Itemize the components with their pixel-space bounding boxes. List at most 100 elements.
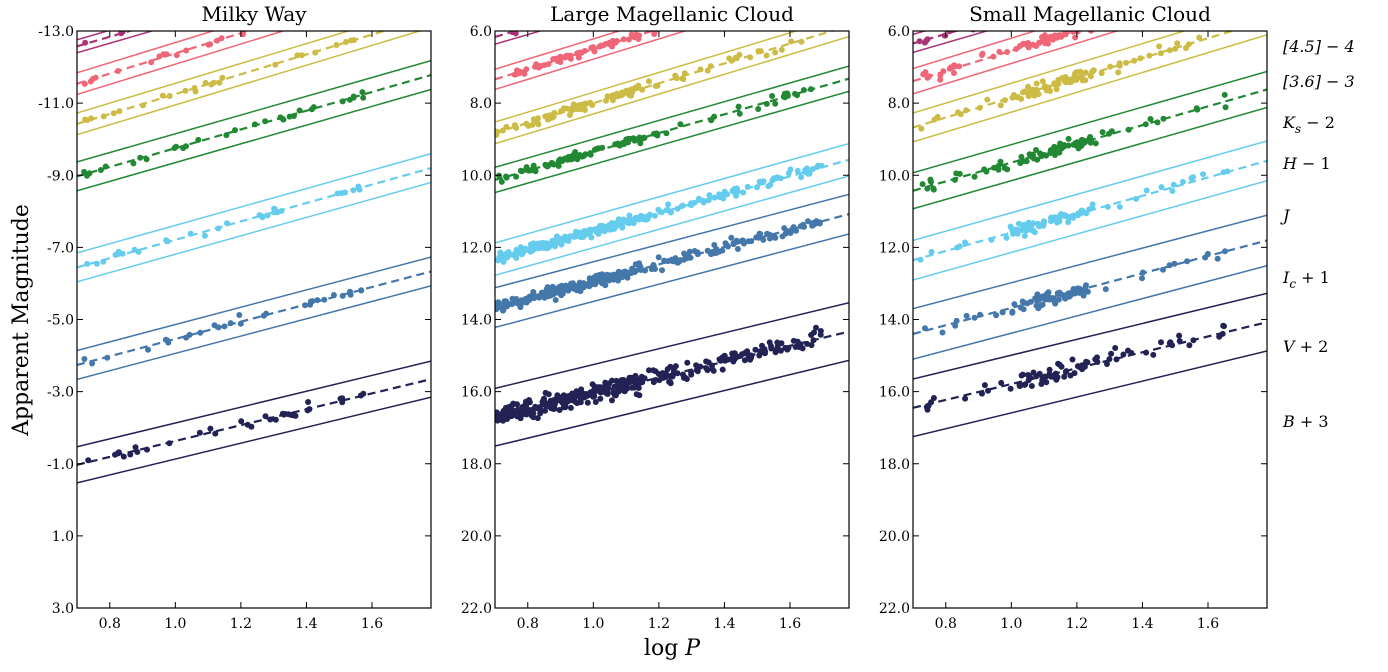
data-point <box>1112 345 1119 351</box>
x-tick-label: 1.0 <box>164 616 186 632</box>
data-point <box>1116 60 1123 67</box>
x-tick-label: 1.6 <box>779 616 801 632</box>
data-point <box>135 248 142 255</box>
data-point <box>500 416 507 423</box>
data-point <box>87 78 94 85</box>
data-point <box>500 258 507 265</box>
y-tick-label: 10.0 <box>461 168 492 184</box>
data-point <box>617 271 624 278</box>
data-point <box>570 101 577 108</box>
data-point <box>542 407 548 414</box>
data-point <box>713 246 719 253</box>
data-point <box>977 311 983 318</box>
data-point <box>1125 126 1132 133</box>
data-point <box>187 230 194 237</box>
data-point <box>1183 45 1189 51</box>
data-point <box>679 202 686 209</box>
data-point <box>238 418 245 425</box>
data-point <box>347 291 354 298</box>
fit-bound-7-0 <box>77 360 431 448</box>
data-point <box>543 162 549 169</box>
data-point <box>342 189 349 196</box>
data-point <box>1113 356 1120 363</box>
data-point <box>330 292 337 298</box>
data-point <box>1179 178 1186 185</box>
data-point <box>84 260 91 267</box>
data-point <box>1190 174 1196 181</box>
data-point <box>196 429 203 436</box>
data-point <box>550 161 557 168</box>
band-label-offset: + 3 <box>1295 412 1329 431</box>
data-point <box>97 167 104 173</box>
data-point <box>1061 142 1068 149</box>
data-point <box>754 184 760 191</box>
data-point <box>1062 369 1069 375</box>
data-point <box>642 267 649 274</box>
data-point <box>208 81 215 88</box>
x-tick-label: 0.8 <box>935 616 957 632</box>
data-point <box>662 370 669 377</box>
data-point <box>1084 288 1091 295</box>
data-point <box>640 134 647 141</box>
data-point <box>708 117 715 124</box>
data-point <box>953 317 960 324</box>
data-point <box>1194 106 1201 113</box>
data-point <box>530 23 536 29</box>
data-point <box>1026 151 1033 158</box>
fit-bound-6-1 <box>77 285 431 381</box>
data-point <box>997 102 1004 109</box>
data-point <box>924 185 931 192</box>
data-point <box>277 114 284 121</box>
data-point <box>1049 147 1056 154</box>
data-point <box>164 337 171 344</box>
data-point <box>548 399 555 406</box>
fit-bound-6-0 <box>77 256 431 352</box>
data-point <box>951 176 958 183</box>
data-point <box>626 212 633 219</box>
data-point <box>529 25 535 31</box>
data-point <box>794 92 801 99</box>
data-point <box>590 274 597 281</box>
data-point <box>1137 55 1144 62</box>
data-point <box>779 233 786 240</box>
data-point <box>81 168 88 175</box>
data-point <box>686 248 693 255</box>
data-point <box>1039 78 1046 85</box>
data-point <box>1166 47 1173 54</box>
data-point <box>1220 169 1227 176</box>
data-point <box>1139 275 1145 282</box>
data-point <box>532 168 539 175</box>
data-point <box>517 415 524 422</box>
data-point <box>1094 359 1101 365</box>
data-point <box>1157 50 1164 57</box>
data-point <box>304 407 311 414</box>
data-point <box>518 168 525 175</box>
data-point <box>148 59 155 66</box>
data-point <box>571 394 578 401</box>
data-point <box>774 343 781 350</box>
data-point <box>771 233 778 240</box>
data-point <box>1080 71 1087 77</box>
data-point <box>772 100 779 107</box>
data-point <box>1082 284 1089 291</box>
data-point <box>503 173 509 180</box>
data-point <box>1106 356 1113 363</box>
data-point <box>100 113 107 120</box>
data-point <box>808 342 815 349</box>
data-point <box>513 246 520 253</box>
data-point <box>1120 351 1127 358</box>
data-point <box>1104 361 1110 367</box>
data-point <box>979 390 985 397</box>
data-point <box>800 87 807 93</box>
data-point <box>1094 354 1100 361</box>
data-point <box>337 0 343 5</box>
band-label-offset: + 1 <box>1296 268 1330 287</box>
data-point <box>995 166 1002 173</box>
data-point <box>1070 141 1077 148</box>
y-tick-label: -1.0 <box>47 457 74 473</box>
data-point <box>757 231 764 237</box>
data-point <box>788 38 795 45</box>
data-point <box>1030 41 1037 48</box>
data-point <box>1147 116 1154 122</box>
data-point <box>1025 377 1032 384</box>
